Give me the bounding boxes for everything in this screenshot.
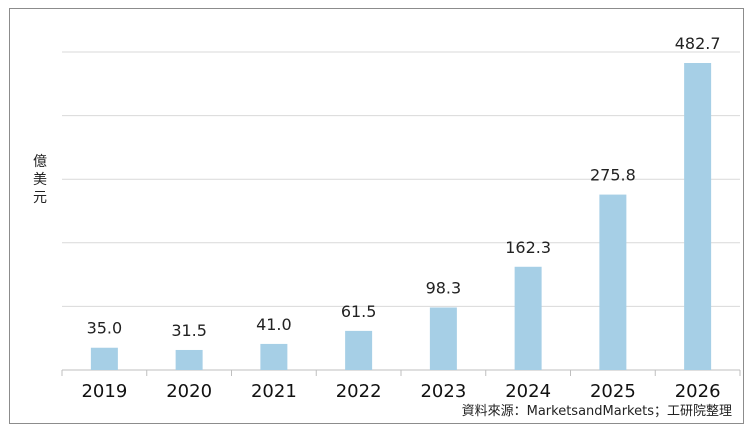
y-axis-label-char: 億: [33, 154, 47, 170]
value-label: 31.5: [171, 321, 207, 340]
x-tick-label: 2021: [251, 381, 297, 402]
value-labels: 35.0 31.5 41.0 61.5 98.3 162.3 275.8 482.7: [87, 34, 721, 340]
x-tick-label: 2022: [336, 381, 382, 402]
bar-2023: [429, 307, 457, 370]
x-tick-label: 2026: [675, 381, 721, 402]
bar-2025: [599, 194, 627, 370]
value-label: 35.0: [87, 319, 123, 338]
bars: [90, 63, 712, 370]
bar-2019: [90, 347, 118, 370]
bar-2021: [260, 343, 288, 370]
y-axis-label-char: 美: [33, 172, 47, 188]
value-label: 41.0: [256, 315, 292, 334]
x-tick-label: 2024: [505, 381, 551, 402]
bar-2026: [684, 63, 712, 370]
bar-2020: [175, 349, 203, 370]
gridlines: [62, 51, 740, 307]
value-label: 482.7: [675, 34, 721, 53]
x-tick-label: 2019: [81, 381, 127, 402]
x-tick-label: 2025: [590, 381, 636, 402]
x-tick-label: 2020: [166, 381, 212, 402]
bar-2022: [345, 330, 373, 370]
value-label: 98.3: [426, 278, 462, 297]
value-label: 275.8: [590, 166, 636, 185]
x-tick-label: 2023: [420, 381, 466, 402]
y-axis-label: 億美元: [33, 154, 47, 206]
value-label: 162.3: [505, 238, 551, 257]
y-axis-label-char: 元: [33, 190, 47, 206]
x-tick-labels: 2019 2020 2021 2022 2023 2024 2025 2026: [61, 370, 741, 402]
source-note: 資料來源：MarketsandMarkets；工研院整理: [462, 404, 732, 419]
bar-2024: [514, 266, 542, 370]
value-label: 61.5: [341, 302, 377, 321]
